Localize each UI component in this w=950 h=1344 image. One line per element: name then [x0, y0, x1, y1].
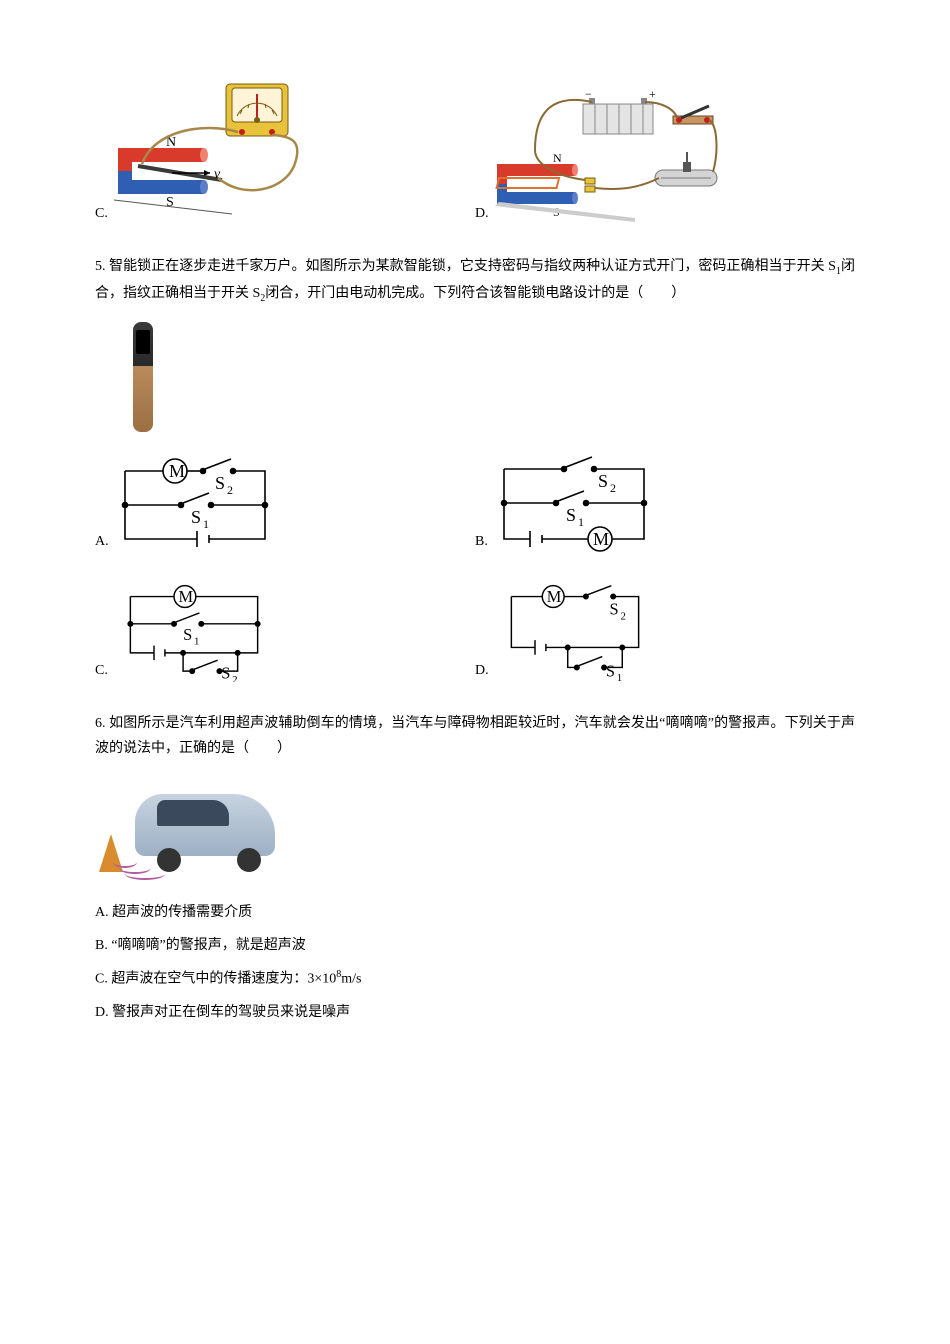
top-figure-row: C.	[95, 80, 855, 234]
q5-circuit-a: M S 2 S 1	[115, 453, 275, 562]
q6-text: 6. 如图所示是汽车利用超声波辅助倒车的情境，当汽车与障碍物相距较近时，汽车就会…	[95, 711, 855, 761]
q5-text: 5. 智能锁正在逐步走进千家万户。如图所示为某款智能锁，它支持密码与指纹两种认证…	[95, 254, 855, 308]
svg-text:1: 1	[578, 515, 584, 529]
q5-opt-b-cell: B.	[475, 453, 855, 562]
lock-keypad-icon	[136, 330, 150, 354]
q6-opt-d: D. 警报声对正在倒车的驾驶员来说是噪声	[95, 1000, 855, 1025]
motor-circuit-diagram-icon: − +	[495, 90, 725, 225]
q5-opt-b-label: B.	[475, 529, 488, 562]
car-wheel-icon	[237, 848, 261, 872]
svg-text:2: 2	[610, 481, 616, 495]
q5-opt-d-cell: D.	[475, 582, 855, 691]
circuit-d-icon: M S 2 S 1	[495, 582, 655, 682]
page: C.	[0, 0, 950, 1093]
svg-text:S: S	[215, 473, 225, 493]
q5-row2: C.	[95, 582, 855, 691]
svg-text:2: 2	[227, 483, 233, 497]
svg-text:M: M	[178, 587, 193, 606]
svg-text:M: M	[593, 529, 609, 549]
svg-text:M: M	[169, 461, 185, 481]
q6-body: 如图所示是汽车利用超声波辅助倒车的情境，当汽车与障碍物相距较近时，汽车就会发出“…	[95, 716, 855, 756]
svg-text:2: 2	[232, 674, 237, 682]
q5-opt-a-cell: A.	[95, 453, 475, 562]
figure-d: − +	[495, 90, 725, 234]
q6-opt-a: A. 超声波的传播需要介质	[95, 900, 855, 925]
car-window-icon	[157, 800, 229, 826]
svg-text:S: S	[609, 600, 618, 619]
q6-opt-c: C. 超声波在空气中的传播速度为：3×108m/s	[95, 966, 855, 992]
option-d-label: D.	[475, 201, 489, 234]
svg-text:S: S	[221, 663, 230, 682]
car-reversing-image	[95, 776, 285, 886]
galvanometer-diagram-icon: N S v	[114, 80, 314, 225]
svg-text:2: 2	[620, 610, 625, 622]
svg-text:1: 1	[194, 636, 199, 648]
q5-opt-c-cell: C.	[95, 582, 475, 691]
svg-text:1: 1	[616, 672, 621, 682]
svg-text:S: S	[566, 505, 576, 525]
svg-text:−: −	[585, 90, 592, 101]
q5-row1: A.	[95, 453, 855, 562]
svg-text:M: M	[546, 587, 561, 606]
ultrasound-waves-icon	[113, 856, 173, 884]
figure-d-cell: D. − +	[475, 90, 855, 234]
q6-options: A. 超声波的传播需要介质 B. “嘀嘀嘀”的警报声，就是超声波 C. 超声波在…	[95, 900, 855, 1025]
q6-opt-b: B. “嘀嘀嘀”的警报声，就是超声波	[95, 933, 855, 958]
q5-part3: 闭合，开门由电动机完成。下列符合该智能锁电路设计的是（ ）	[265, 286, 685, 301]
q5-circuit-c: M S 1 S 2	[114, 582, 274, 691]
svg-text:S: S	[183, 625, 192, 644]
q5-part1: 智能锁正在逐步走进千家万户。如图所示为某款智能锁，它支持密码与指纹两种认证方式开…	[109, 259, 836, 274]
figure-c-cell: C.	[95, 80, 475, 234]
q6-number: 6.	[95, 716, 106, 731]
circuit-a-icon: M S 2 S 1	[115, 453, 275, 553]
svg-text:S: S	[598, 471, 608, 491]
q5-number: 5.	[95, 259, 106, 274]
svg-text:S: S	[191, 507, 201, 527]
q5-circuit-b: S 2 S 1 M	[494, 453, 654, 562]
svg-text:1: 1	[203, 517, 209, 531]
smart-lock-image	[123, 322, 163, 437]
svg-text:S: S	[606, 662, 615, 681]
circuit-b-icon: S 2 S 1 M	[494, 453, 654, 553]
q6-opt-c-pre: C. 超声波在空气中的传播速度为：3×10	[95, 972, 336, 987]
svg-text:+: +	[649, 90, 656, 101]
q5-opt-a-label: A.	[95, 529, 109, 562]
q5-circuit-d: M S 2 S 1	[495, 582, 655, 691]
svg-text:N: N	[553, 151, 562, 165]
svg-text:S: S	[166, 195, 174, 210]
circuit-c-icon: M S 1 S 2	[114, 582, 274, 682]
q5-opt-d-label: D.	[475, 658, 489, 691]
figure-c: N S v	[114, 80, 314, 234]
q5-opt-c-label: C.	[95, 658, 108, 691]
option-c-label: C.	[95, 201, 108, 234]
q6-opt-c-post: m/s	[341, 972, 361, 987]
